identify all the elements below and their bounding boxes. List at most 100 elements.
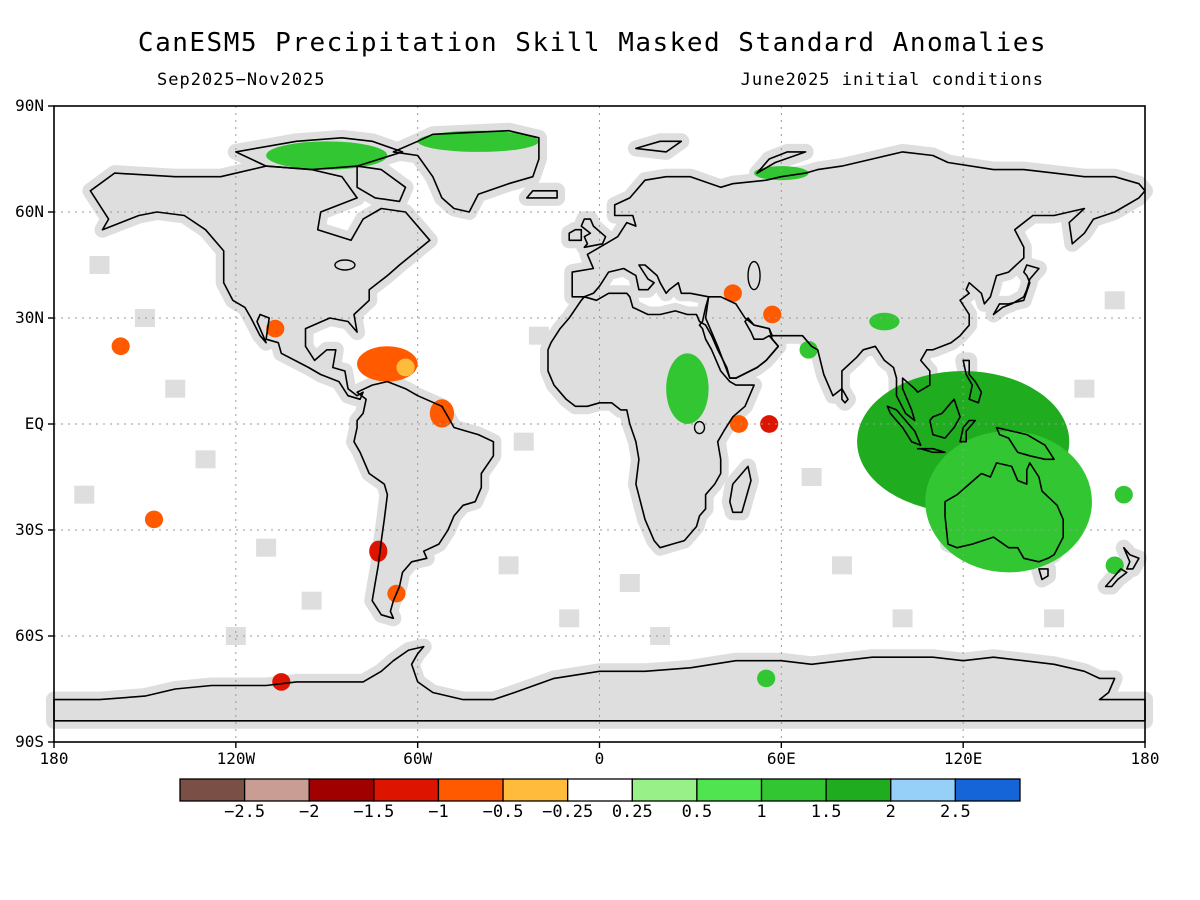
anomaly-greenland-wet (417, 130, 539, 152)
masked-ocean-cell (195, 450, 216, 469)
lat-label: 90S (15, 732, 44, 751)
anomaly-arabian-sea-wet (799, 340, 818, 359)
colorbar-label: 0.25 (611, 802, 653, 822)
map-title: CanESM5 Precipitation Skill Masked Stand… (137, 28, 1048, 58)
coastline-novaya-zemlya (756, 151, 807, 174)
lon-label: 180 (1130, 749, 1160, 768)
masked-ocean-cell (256, 538, 277, 557)
masked-ocean-cell (801, 468, 822, 486)
coastline-arabia-fix (704, 295, 780, 379)
coastline-eurasia (547, 151, 1146, 549)
coastline-ireland (568, 228, 583, 242)
coastline-svalbard (635, 140, 683, 153)
coastline-madagascar (728, 465, 752, 514)
masked-ocean-cell (301, 591, 322, 610)
coastline-new-guinea (995, 426, 1055, 461)
lon-label: 120E (943, 749, 983, 768)
coastline-uk (580, 218, 607, 249)
colorbar-label: 2.5 (940, 802, 971, 822)
masked-ocean-cell (1044, 609, 1065, 628)
colorbar-swatch (502, 778, 569, 802)
anomaly-middle-east-dry (723, 284, 742, 303)
coastline-north-america (89, 165, 431, 401)
masked-baffin (349, 158, 414, 210)
coastline-java (916, 447, 946, 454)
coastline-iceland (525, 190, 558, 199)
colorbar-label: −2 (298, 802, 320, 822)
lake-victoria (693, 420, 706, 435)
initial-conditions: June2025 initial conditions (740, 70, 1044, 90)
lat-label: 60S (15, 626, 44, 645)
masked-ocean-cell (165, 379, 186, 398)
colorbar-swatch (179, 778, 246, 802)
caspian-sea (747, 260, 761, 291)
coastline-arctic-islands (235, 137, 404, 171)
coastline-australia (944, 462, 1064, 563)
coastline-sumatra (886, 405, 922, 447)
lon-label: 180 (39, 749, 69, 768)
anomaly-east-africa-wet (666, 353, 709, 424)
anomaly-antarctic-wet (757, 669, 776, 688)
anomaly-australia-wet (925, 431, 1092, 573)
lat-label: 60N (15, 202, 44, 221)
anomaly-iran-dry (763, 305, 782, 324)
masked-ocean-cell (225, 627, 246, 645)
colorbar-swatch (308, 778, 375, 802)
masked-ocean-cell (498, 556, 519, 575)
colorbar-swatch (760, 778, 827, 802)
lon-label: 0 (594, 749, 605, 768)
colorbar-swatch (243, 778, 310, 802)
masked-ocean-cell (1104, 291, 1125, 310)
anomaly-siberia-wet (754, 166, 809, 181)
coastline-greenland (392, 129, 540, 213)
coastline-south-america (353, 380, 495, 620)
colorbar-swatch (825, 778, 892, 802)
anomaly-antarctic-dry (272, 673, 291, 691)
masked-ocean-cell (134, 309, 155, 327)
anomaly-northern-brazil-dry (429, 399, 455, 428)
anomaly-tibet-wet (869, 312, 900, 331)
coastline-new-zealand-south (1104, 568, 1128, 588)
lat-label: EQ (24, 414, 44, 433)
lon-label: 120W (216, 749, 256, 768)
lon-label: 60W (403, 749, 433, 768)
coastline-sulawesi (959, 419, 977, 443)
masked-ocean-cell (89, 256, 110, 274)
coastline-borneo (928, 398, 961, 439)
colorbar-swatch (631, 778, 698, 802)
masked-ocean-cell (619, 574, 640, 592)
colorbar-label: −1 (428, 802, 449, 822)
anomaly-southwest-pacific-wet (1114, 485, 1133, 504)
great-lakes (334, 259, 356, 271)
colorbar-label: −2.5 (224, 802, 266, 822)
colorbar-label: −0.5 (482, 802, 524, 822)
colorbar-label: 1.5 (810, 802, 842, 822)
masked-ocean-cell (1074, 379, 1095, 398)
forecast-period: Sep2025−Nov2025 (157, 70, 326, 90)
anomaly-venezuela-dry (396, 358, 415, 377)
colorbar-swatch (890, 778, 957, 802)
colorbar-swatch (954, 778, 1021, 802)
masked-ocean-cell (892, 609, 913, 628)
colorbar-swatch (696, 778, 763, 802)
coastline-baffin (356, 165, 407, 203)
coastline-antarctica (53, 645, 1146, 722)
colorbar-swatch (373, 778, 440, 802)
colorbar-label: 0.5 (681, 802, 713, 822)
masked-ocean-cell (831, 556, 852, 575)
colorbar-label: −0.25 (542, 802, 594, 822)
coastline-japan (992, 264, 1040, 316)
coastline-philippines (962, 359, 983, 404)
masked-ocean-cell (74, 485, 95, 504)
lon-label: 60E (766, 749, 796, 768)
masked-ocean-cell (559, 609, 580, 628)
masked-ocean-cell (513, 432, 534, 451)
coastline-new-zealand-north (1123, 546, 1140, 570)
colorbar-label: 2 (885, 802, 896, 822)
anomaly-arctic-canada-wet (266, 141, 388, 170)
colorbar-swatch (437, 778, 504, 802)
lat-label: 30S (15, 520, 44, 539)
coastline-tasmania (1038, 568, 1049, 581)
colorbar-label: 1 (756, 802, 767, 822)
